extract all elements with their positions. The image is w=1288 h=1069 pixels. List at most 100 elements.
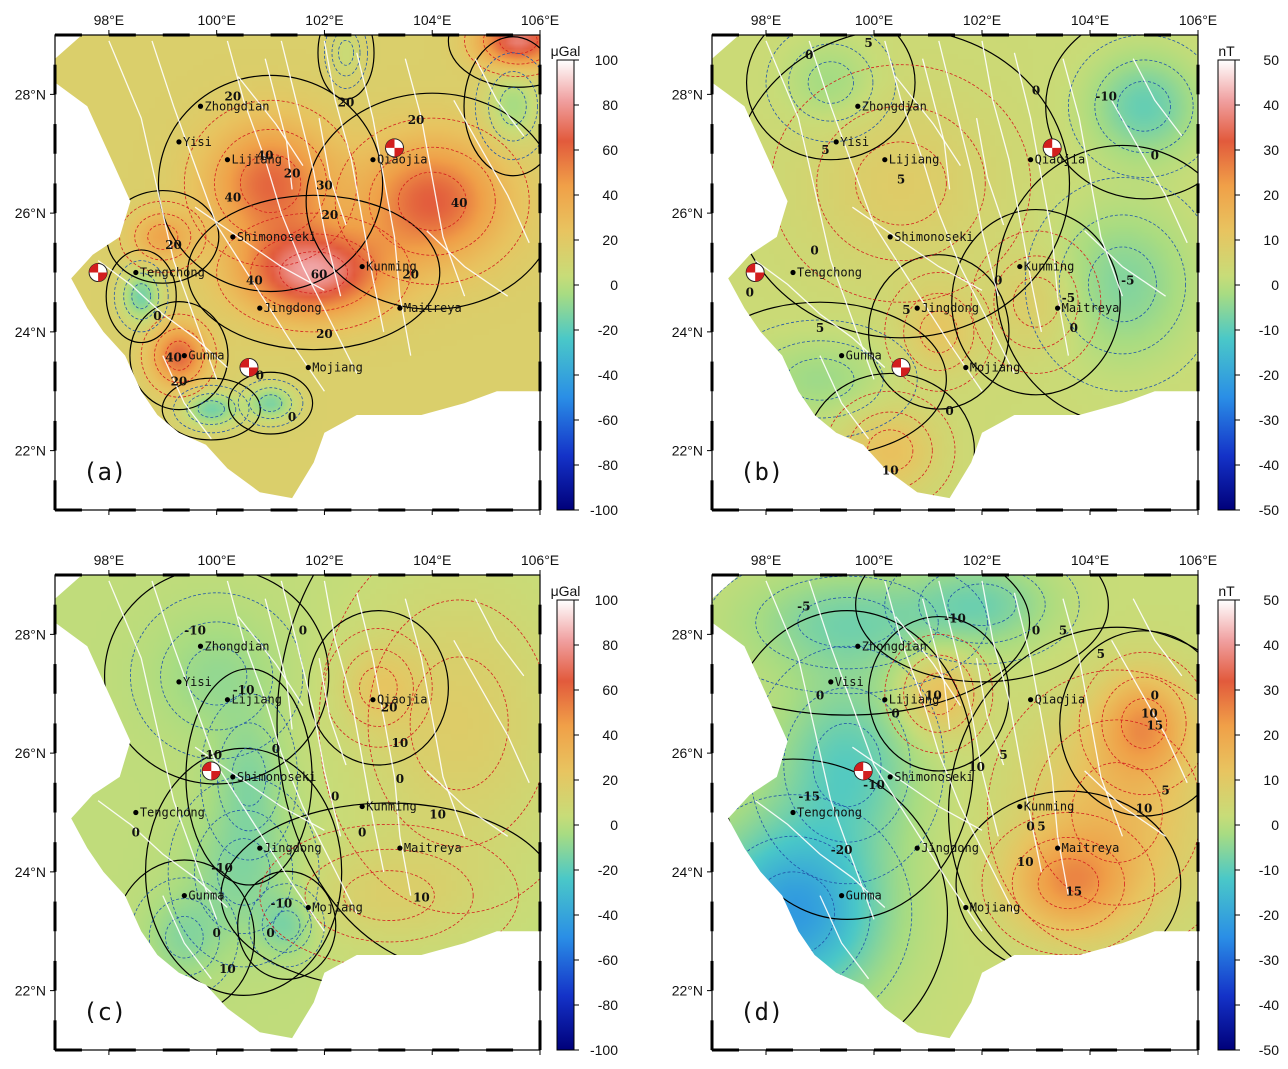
zero-contour [855,575,1109,683]
focal-mechanism-icon [88,263,108,282]
contour-label: 40 [224,190,241,204]
city-label: Zhongdian [205,99,270,113]
fault-lines [754,580,1188,980]
colorbar-tick-label: 40 [1263,637,1279,653]
contour-label: 20 [402,267,419,281]
lat-tick-label: 22°N [672,443,703,459]
fault-line [975,117,1005,226]
contour-label: 0 [212,926,220,940]
city-label: Yisi [183,135,212,149]
fault-line [938,580,999,837]
fault-line [194,746,325,831]
contour-line [186,646,248,706]
city-marker [133,809,139,816]
fault-line [938,40,999,297]
city-label: Shimonoseki [894,230,973,244]
contour-label: -10 [200,748,222,762]
lon-tick-label: 100°E [198,12,236,28]
fault-line [356,592,412,896]
contour-label: 30 [316,178,333,192]
contour-label: 20 [408,113,425,127]
contour-label: 10 [413,891,430,905]
city-marker [887,774,893,780]
contour-line [1094,59,1194,153]
city-label: Qiaojia [377,693,428,707]
colorbar-tick-label: -60 [598,412,618,428]
city-label: Jingdong [264,301,322,315]
contour-label: 10 [1136,802,1153,816]
contour-label: 10 [219,962,236,976]
zero-contour [1059,630,1198,817]
contour-label: 0 [132,825,140,839]
fault-line [1111,639,1188,784]
city-marker [176,139,182,145]
fault-line [754,260,886,368]
contour-line [343,870,435,921]
colorbar-tick-label: -40 [1259,997,1279,1013]
zero-contour [105,249,177,344]
contour-line [130,592,304,760]
fault-line [1062,58,1124,297]
fault-line [765,580,875,920]
contour-label: 0 [153,309,161,323]
contour-line [359,666,398,709]
contour-line [816,105,986,262]
contour-label: -10 [184,623,206,637]
city-label: Lijiang [231,693,282,707]
city-label: Zhongdian [862,639,927,653]
city-label: Gunma [846,889,882,903]
zero-contour [237,870,337,980]
colorbar-tick-label: -10 [1259,862,1279,878]
fault-line [1084,230,1166,297]
lon-tick-label: 98°E [751,552,782,568]
colorbar-tick-label: 100 [595,592,619,608]
contour-line [409,656,509,791]
lat-tick-label: 28°N [15,86,46,102]
city-label: Shimonoseki [237,770,316,784]
contour-line [216,212,412,333]
city-marker [176,679,182,685]
contour-line [231,747,267,807]
colorbar-tick-label: 40 [602,727,618,743]
colorbar-tick-label: 0 [1271,277,1279,293]
contour-label: 20 [171,374,188,388]
contour-label: -10 [233,683,255,697]
city-label: Shimonoseki [894,770,973,784]
colorbar-tick-label: 60 [602,682,618,698]
contour-line [903,654,975,733]
fault-line [765,40,875,380]
city-marker [1055,305,1061,311]
lon-tick-label: 98°E [94,552,125,568]
contour-line [499,87,527,126]
colorbar-tick-label: -50 [1259,502,1279,518]
contour-label: 5 [999,748,1007,762]
zero-contour [185,668,313,886]
colorbar-tick-label: 40 [602,187,618,203]
colorbar-tick-label: 0 [610,277,618,293]
lon-tick-label: 102°E [963,552,1001,568]
lat-tick-label: 26°N [672,205,703,221]
city-label: Maitreya [1062,301,1120,315]
focal-mechanism-icon [891,358,911,377]
colorbar-tick-label: -100 [590,1042,618,1058]
fault-line [162,895,212,980]
city-marker [833,139,839,145]
fault-line [1132,598,1183,677]
city-label: Jingdong [921,301,979,315]
lat-tick-label: 26°N [15,745,46,761]
zero-contour [712,758,949,1039]
colorbar-tick-label: 10 [1263,232,1279,248]
contour-line [342,648,414,727]
fault-line [97,260,228,368]
contour-label: 10 [925,689,942,703]
city-label: Yisi [183,675,212,689]
contour-line [722,319,918,440]
fault-lines [754,40,1188,440]
city-marker [197,643,204,649]
colorbar-tick-label: 100 [595,52,619,68]
colorbar-tick-label: 30 [1263,682,1279,698]
fault-line [97,800,228,908]
city-marker [914,845,920,851]
city-label: Mojiang [970,901,1021,915]
colorbar-tick-label: 40 [1263,97,1279,113]
